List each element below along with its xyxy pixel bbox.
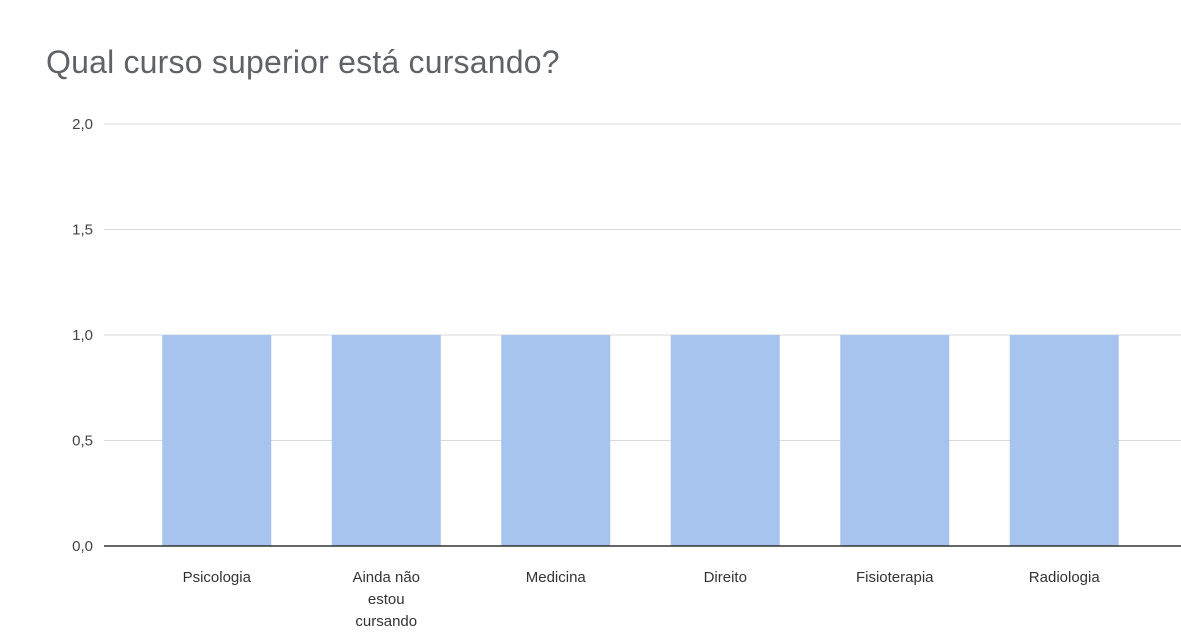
category-label: Psicologia xyxy=(183,569,252,586)
category-label: Fisioterapia xyxy=(856,569,934,586)
y-tick-label: 0,0 xyxy=(72,538,93,555)
gridlines xyxy=(104,123,1181,441)
bar[interactable] xyxy=(331,335,441,546)
y-tick-labels: 0,0 0,5 1,0 1,5 2,0 xyxy=(72,116,93,555)
category-label: Medicina xyxy=(526,569,587,586)
bar[interactable] xyxy=(162,335,272,546)
y-tick-label: 0,5 xyxy=(72,433,93,450)
bar[interactable] xyxy=(670,335,780,546)
y-tick-label: 1,5 xyxy=(72,222,93,239)
bars xyxy=(162,335,1119,546)
y-tick-label: 1,0 xyxy=(72,327,93,344)
bar[interactable] xyxy=(1009,335,1119,546)
category-label: Ainda não estou cursando xyxy=(352,569,420,630)
category-label: Direito xyxy=(704,569,747,586)
category-labels: Psicologia Ainda não estou cursando Medicina… xyxy=(183,569,1101,630)
category-label: Radiologia xyxy=(1029,569,1101,586)
y-tick-label: 2,0 xyxy=(72,116,93,133)
bar[interactable] xyxy=(501,335,611,546)
bar[interactable] xyxy=(840,335,950,546)
chart-title: Qual curso superior está cursando? xyxy=(46,44,560,80)
